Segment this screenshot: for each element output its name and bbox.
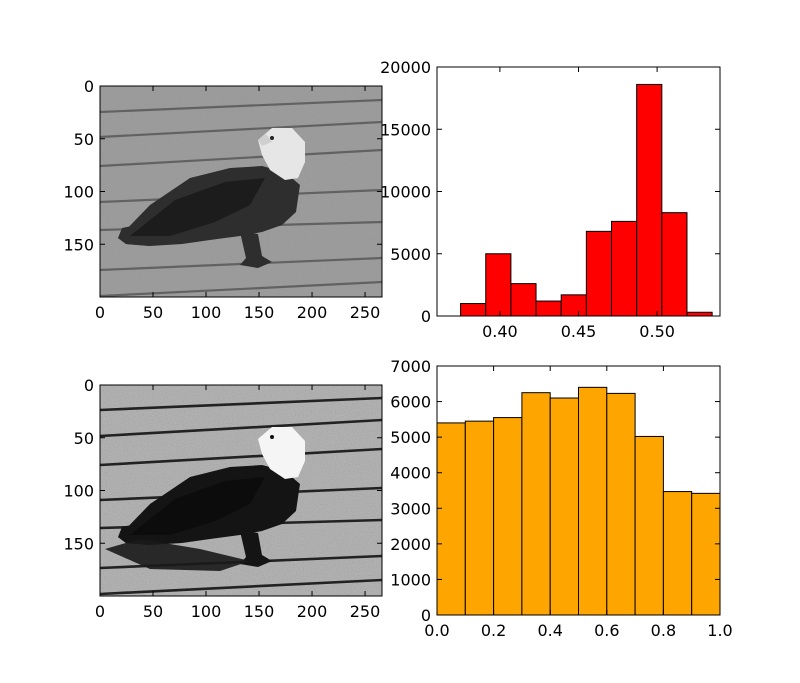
- y-tick-label: 150: [63, 235, 94, 254]
- y-tick-label: 100: [63, 183, 94, 202]
- eagle-wing: [130, 178, 265, 236]
- y-tick-label: 100: [63, 482, 94, 501]
- y-tick-label: 6000: [390, 393, 431, 412]
- y-tick-label: 0: [84, 376, 94, 395]
- histogram-bar: [634, 435, 664, 616]
- eagle: [105, 427, 305, 571]
- x-tick-label: 200: [297, 303, 328, 322]
- x-tick-label: 0.6: [594, 621, 619, 640]
- eagle-head: [258, 427, 305, 479]
- x-tick-label: 1.0: [707, 621, 732, 640]
- x-tick-label: 0: [95, 303, 105, 322]
- histogram-bar: [661, 212, 688, 317]
- image-panel-equalized-ticks: 0 50 100 150 200 250 0 50 100 150: [63, 376, 382, 621]
- histogram-orange: 0.0 0.2 0.4 0.6 0.8 1.0 0 1000 2000 3000 4000 5000 6…: [390, 357, 732, 640]
- histogram-bar: [606, 392, 636, 616]
- histogram-bar: [560, 294, 587, 317]
- x-tick-label: 150: [244, 303, 275, 322]
- y-tick-label: 7000: [390, 357, 431, 376]
- histogram-bar: [691, 492, 721, 616]
- x-tick-label: 200: [297, 602, 328, 621]
- histogram-bar: [662, 491, 693, 616]
- y-tick-label: 2000: [390, 535, 431, 554]
- x-tick-label: 0.4: [537, 621, 562, 640]
- y-tick-label: 0: [421, 307, 431, 326]
- histogram-bar: [436, 422, 466, 616]
- x-tick-label: 100: [191, 303, 222, 322]
- histogram-bar: [460, 303, 487, 317]
- histogram-bar: [485, 253, 512, 317]
- y-tick-label: 3000: [390, 499, 431, 518]
- image-panel-grayscale: 0 50 100 150 200 250 0 50 100 150: [63, 77, 383, 322]
- y-tick-label: 4000: [390, 464, 431, 483]
- y-tick-label: 5000: [390, 245, 431, 264]
- x-tick-label: 0.40: [482, 322, 518, 341]
- histogram-bar: [636, 83, 663, 317]
- y-tick-label: 20000: [380, 58, 431, 77]
- y-tick-label: 150: [63, 534, 94, 553]
- x-tick-label: 50: [143, 602, 163, 621]
- histogram-bar: [535, 300, 562, 317]
- histogram-red: 0.40 0.45 0.50 0 5000 10000 15000 20000: [380, 58, 721, 341]
- histogram-bar: [464, 420, 495, 616]
- histogram-bar: [510, 283, 537, 317]
- x-tick-label: 100: [191, 602, 222, 621]
- histogram-bar: [578, 386, 608, 616]
- image-panel-equalized: 0 50 100 150 200 250 0 50 100 150: [63, 376, 383, 621]
- x-tick-label: 0.8: [651, 621, 676, 640]
- y-tick-label: 50: [74, 130, 94, 149]
- x-tick-label: 150: [244, 602, 275, 621]
- eagle: [118, 128, 305, 268]
- y-tick-label: 0: [421, 606, 431, 625]
- image-panel-grayscale-ticks: 0 50 100 150 200 250 0 50 100 150: [63, 77, 382, 322]
- histogram-bar: [549, 397, 580, 616]
- x-tick-label: 250: [350, 602, 381, 621]
- eagle-wing: [130, 477, 265, 535]
- y-tick-label: 15000: [380, 120, 431, 139]
- x-tick-label: 50: [143, 303, 163, 322]
- x-tick-label: 0.50: [639, 322, 675, 341]
- x-tick-label: 0.45: [561, 322, 597, 341]
- y-tick-label: 0: [84, 77, 94, 96]
- histogram-bar: [611, 220, 638, 317]
- histogram-bar: [521, 392, 551, 616]
- x-tick-label: 0.2: [481, 621, 506, 640]
- eagle-beak: [258, 134, 272, 146]
- histogram-bar: [585, 230, 613, 317]
- axes-frame: [436, 365, 721, 616]
- histogram-bar: [493, 417, 523, 616]
- y-tick-label: 50: [74, 429, 94, 448]
- y-tick-label: 10000: [380, 183, 431, 202]
- x-tick-label: 250: [350, 303, 381, 322]
- x-tick-label: 0: [95, 602, 105, 621]
- y-tick-label: 1000: [390, 570, 431, 589]
- histogram-bar: [686, 311, 713, 317]
- x-tick-label: 0.0: [424, 621, 449, 640]
- y-tick-label: 5000: [390, 428, 431, 447]
